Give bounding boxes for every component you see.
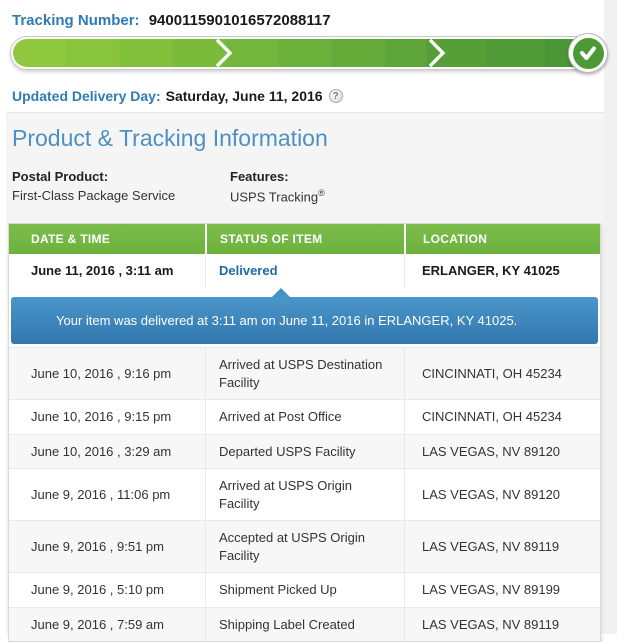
cell-location: LAS VEGAS, NV 89120 bbox=[404, 469, 600, 521]
postal-product-value: First-Class Package Service bbox=[12, 188, 176, 203]
tracking-summary-section: Tracking Number: 9400115901016572088117 … bbox=[0, 0, 608, 112]
table-row: June 9, 2016 , 5:10 pm Shipment Picked U… bbox=[9, 572, 600, 607]
cell-date-time: June 10, 2016 , 9:15 pm bbox=[31, 409, 172, 425]
cell-date-time: June 9, 2016 , 11:06 pm bbox=[31, 486, 171, 502]
column-header-location: LOCATION bbox=[404, 224, 600, 254]
help-icon[interactable]: ? bbox=[328, 89, 343, 103]
cell-date-time: June 10, 2016 , 3:29 am bbox=[31, 443, 172, 459]
table-row: June 9, 2016 , 9:51 pm Accepted at USPS … bbox=[9, 520, 600, 573]
features-block: Features: USPS Tracking® bbox=[230, 169, 325, 204]
postal-product-block: Postal Product: First-Class Package Serv… bbox=[12, 169, 175, 203]
table-row: June 10, 2016 , 3:29 am Departed USPS Fa… bbox=[9, 433, 600, 469]
cell-status: Arrived at USPS Destination Facility bbox=[205, 348, 404, 400]
cell-date-time: June 9, 2016 , 5:10 pm bbox=[31, 582, 164, 598]
delivery-banner-message: Your item was delivered at 3:11 am on Ju… bbox=[56, 313, 518, 328]
features-value-text: USPS Tracking bbox=[230, 189, 319, 205]
tracking-number-value: 9400115901016572088117 bbox=[148, 12, 331, 29]
column-header-date-time: DATE & TIME bbox=[31, 232, 111, 246]
delivery-banner-area: Your item was delivered at 3:11 am on Ju… bbox=[9, 288, 600, 347]
progress-track bbox=[10, 36, 607, 70]
table-header-row: DATE & TIME STATUS OF ITEM LOCATION bbox=[9, 224, 600, 254]
cell-location: LAS VEGAS, NV 89119 bbox=[404, 607, 600, 642]
cell-location: LAS VEGAS, NV 89120 bbox=[404, 434, 600, 469]
features-value: USPS Tracking® bbox=[230, 188, 325, 204]
cell-date-time: June 9, 2016 , 7:59 am bbox=[31, 616, 164, 632]
banner-pointer bbox=[272, 288, 290, 297]
page-background-strip bbox=[604, 0, 617, 634]
table-row: June 10, 2016 , 9:15 pm Arrived at Post … bbox=[9, 399, 600, 434]
tracking-history-table: DATE & TIME STATUS OF ITEM LOCATION June… bbox=[8, 223, 601, 642]
cell-location: ERLANGER, KY 41025 bbox=[404, 254, 600, 288]
cell-status: Accepted at USPS Origin Facility bbox=[205, 521, 404, 573]
updated-delivery-day-line: Updated Delivery Day: Saturday, June 11,… bbox=[12, 88, 343, 104]
registered-trademark-symbol: ® bbox=[318, 188, 325, 198]
cell-date-time: June 11, 2016 , 3:11 am bbox=[31, 263, 174, 279]
cell-status: Arrived at USPS Origin Facility bbox=[205, 469, 404, 521]
section-title: Product & Tracking Information bbox=[12, 125, 328, 151]
updated-delivery-day-value: Saturday, June 11, 2016 bbox=[165, 88, 323, 104]
cell-status: Shipping Label Created bbox=[205, 607, 404, 642]
cell-status: Departed USPS Facility bbox=[205, 434, 404, 469]
cell-date-time: June 9, 2016 , 9:51 pm bbox=[31, 539, 164, 555]
table-row-delivered: June 11, 2016 , 3:11 am Delivered ERLANG… bbox=[9, 254, 600, 288]
progress-chevron-icon bbox=[428, 39, 446, 67]
cell-location: CINCINNATI, OH 45234 bbox=[404, 400, 600, 434]
progress-chevron-icon bbox=[215, 39, 233, 67]
updated-delivery-day-label: Updated Delivery Day: bbox=[12, 88, 161, 104]
postal-product-label: Postal Product: bbox=[12, 169, 109, 184]
delivery-progress-bar bbox=[10, 33, 608, 73]
table-row: June 9, 2016 , 11:06 pm Arrived at USPS … bbox=[9, 468, 600, 521]
table-row: June 10, 2016 , 9:16 pm Arrived at USPS … bbox=[9, 347, 600, 400]
tracking-number-label: Tracking Number: bbox=[12, 12, 140, 29]
progress-fill bbox=[13, 39, 604, 67]
product-tracking-section: Product & Tracking Information Postal Pr… bbox=[6, 112, 604, 642]
column-header-status: STATUS OF ITEM bbox=[205, 224, 404, 254]
cell-location: CINCINNATI, OH 45234 bbox=[404, 348, 600, 400]
cell-status: Shipment Picked Up bbox=[205, 573, 404, 607]
cell-status: Arrived at Post Office bbox=[205, 400, 404, 434]
features-label: Features: bbox=[230, 169, 289, 184]
table-row: June 9, 2016 , 7:59 am Shipping Label Cr… bbox=[9, 606, 600, 642]
cell-location: LAS VEGAS, NV 89199 bbox=[404, 573, 600, 607]
tracking-number-line: Tracking Number: 9400115901016572088117 bbox=[12, 12, 331, 29]
cell-location: LAS VEGAS, NV 89119 bbox=[404, 521, 600, 573]
cell-status-delivered: Delivered bbox=[205, 254, 404, 288]
delivered-checkmark-icon bbox=[568, 33, 608, 73]
delivery-confirmation-banner: Your item was delivered at 3:11 am on Ju… bbox=[11, 297, 598, 344]
cell-date-time: June 10, 2016 , 9:16 pm bbox=[31, 365, 172, 381]
